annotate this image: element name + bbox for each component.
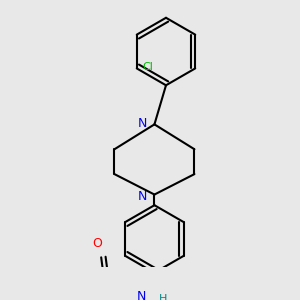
- Text: Cl: Cl: [142, 61, 153, 72]
- Text: N: N: [138, 190, 147, 203]
- Text: H: H: [159, 294, 167, 300]
- Text: N: N: [137, 290, 146, 300]
- Text: O: O: [92, 237, 102, 250]
- Text: N: N: [138, 117, 147, 130]
